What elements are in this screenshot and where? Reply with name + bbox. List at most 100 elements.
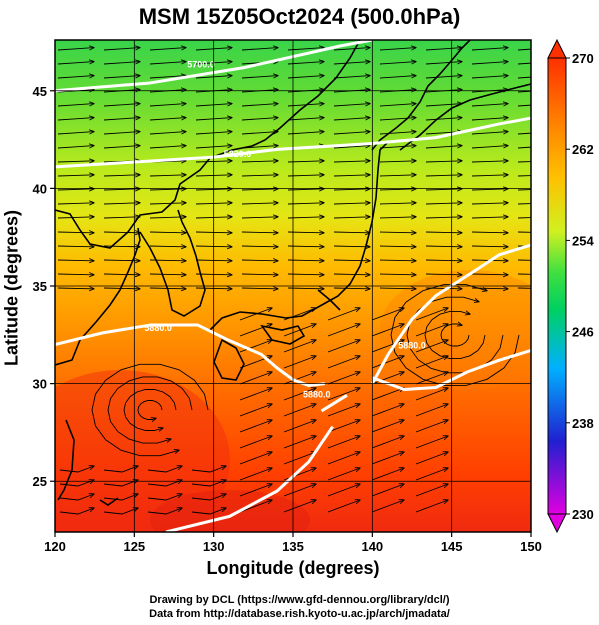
streamline (103, 508, 138, 515)
streamline (471, 62, 508, 64)
streamline (517, 48, 531, 51)
height-contour (55, 40, 373, 93)
streamline (287, 217, 324, 218)
contour-label: 5880.0 (398, 340, 426, 350)
streamline (149, 104, 186, 106)
streamline (333, 246, 370, 247)
streamline (379, 161, 416, 162)
streamline (191, 480, 226, 487)
streamline (425, 217, 462, 218)
streamline (283, 356, 316, 369)
streamline (59, 508, 94, 515)
streamline (333, 118, 370, 120)
warm-region (55, 370, 230, 532)
streamline (371, 468, 404, 481)
streamline (287, 175, 324, 176)
streamline (379, 232, 416, 233)
streamline (57, 232, 94, 233)
streamline (283, 340, 316, 353)
streamline (191, 508, 226, 515)
streamline (327, 420, 360, 433)
streamline (415, 484, 448, 497)
streamline (333, 132, 370, 134)
height-contour (371, 243, 531, 385)
streamline (59, 494, 94, 501)
streamline (371, 500, 404, 513)
y-axis-title: Latitude (degrees) (1, 209, 22, 367)
streamline (471, 146, 508, 148)
streamline (471, 189, 508, 190)
streamline (371, 436, 404, 449)
streamline (327, 308, 360, 321)
streamline (517, 76, 531, 79)
streamline (517, 273, 531, 275)
streamline (57, 76, 94, 78)
streamline (241, 175, 278, 176)
streamline (287, 118, 324, 120)
streamline (371, 340, 404, 353)
streamline (327, 468, 360, 481)
streamline (57, 175, 94, 176)
streamline (379, 146, 416, 148)
streamline (327, 452, 360, 465)
streamline (517, 161, 531, 163)
streamline (371, 372, 404, 385)
height-contour (165, 425, 334, 532)
streamline (103, 466, 138, 473)
colorbar-tick-label: 270 (572, 51, 594, 66)
streamline (287, 48, 324, 50)
y-tick-label: 45 (33, 84, 47, 99)
streamline (517, 231, 531, 233)
streamline (239, 372, 272, 385)
streamline (379, 76, 416, 78)
streamline (287, 62, 324, 64)
streamline (371, 484, 404, 497)
colorbar-bottom-arrow (547, 513, 567, 534)
colorbar-tick-label: 254 (572, 233, 594, 248)
colorbar: 270 262 254 246 238 230 (547, 38, 594, 534)
streamline (57, 246, 94, 247)
y-tick-label: 30 (33, 377, 47, 392)
streamline (425, 246, 462, 247)
streamline (425, 76, 462, 78)
streamline (333, 48, 370, 50)
streamline (57, 161, 94, 162)
streamline (425, 175, 462, 176)
streamline (239, 340, 272, 353)
streamline (379, 118, 416, 120)
streamline (57, 260, 94, 261)
streamline (425, 62, 462, 64)
streamline (425, 118, 462, 120)
contour-label: 5880.0 (144, 323, 172, 333)
streamline (283, 452, 316, 465)
streamline (147, 508, 182, 515)
streamline (379, 189, 416, 190)
streamline (283, 388, 316, 401)
streamline (371, 452, 404, 465)
streamline (57, 203, 94, 204)
streamline (241, 203, 278, 204)
streamline (57, 189, 94, 190)
warm-region (380, 270, 531, 390)
colorbar-tick-label: 246 (572, 325, 594, 340)
streamline (379, 246, 416, 247)
height-contour (55, 323, 325, 388)
streamline (415, 404, 448, 417)
x-tick-label: 145 (441, 539, 463, 554)
streamline (333, 274, 370, 275)
streamline (425, 260, 462, 261)
streamline (241, 274, 278, 275)
streamline (517, 104, 531, 107)
streamline (283, 420, 316, 433)
streamline (239, 404, 272, 417)
streamline (415, 340, 448, 353)
streamline (379, 260, 416, 261)
streamline (283, 436, 316, 449)
colorbar-tick-label: 230 (572, 507, 594, 522)
streamline (371, 324, 404, 337)
streamline (283, 404, 316, 417)
streamline (149, 76, 186, 78)
streamline (103, 480, 138, 487)
x-tick-label: 140 (361, 539, 383, 554)
streamline (471, 175, 508, 176)
